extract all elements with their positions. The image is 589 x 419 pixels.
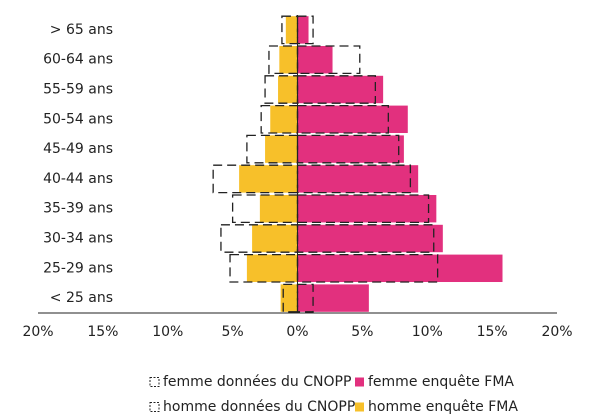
bar	[297, 224, 443, 253]
outline-bar	[296, 45, 361, 75]
y-tick-label: 30-34 ans	[43, 231, 113, 247]
legend-swatch	[149, 402, 160, 412]
y-tick-label: 25-29 ans	[43, 260, 113, 276]
outline-bar	[229, 253, 299, 283]
bar	[297, 105, 408, 134]
bar	[297, 194, 437, 223]
y-tick-label: 50-54 ans	[43, 111, 113, 127]
legend-swatch	[355, 402, 364, 412]
bar	[279, 45, 298, 74]
bar	[246, 254, 298, 283]
bar	[278, 75, 298, 104]
bar	[297, 45, 333, 74]
x-tick-label: 15%	[87, 324, 118, 340]
bar	[297, 75, 384, 104]
bar	[285, 16, 298, 44]
legend-swatch	[355, 377, 364, 387]
bar	[297, 254, 503, 283]
bar	[297, 165, 419, 193]
y-tick-label: 45-49 ans	[43, 141, 113, 157]
x-tick-label: 5%	[351, 324, 373, 340]
bar	[252, 224, 298, 253]
y-tick-label: 60-64 ans	[43, 52, 113, 68]
legend-label: femme données du CNOPP	[163, 374, 351, 390]
outline-bar	[296, 253, 439, 283]
bar	[270, 105, 298, 134]
x-tick-label: 10%	[412, 324, 443, 340]
bar	[297, 16, 309, 44]
y-tick-label: 35-39 ans	[43, 201, 113, 217]
x-tick-label: 20%	[541, 324, 572, 340]
legend-label: homme données du CNOPP	[163, 399, 355, 415]
legend-label: femme enquête FMA	[368, 374, 514, 390]
y-tick-label: 55-59 ans	[43, 82, 113, 98]
y-tick-label: 40-44 ans	[43, 171, 113, 187]
x-tick-label: 15%	[477, 324, 508, 340]
bar	[280, 284, 298, 312]
legend-label: homme enquête FMA	[368, 399, 518, 415]
bar	[259, 194, 298, 223]
bar	[297, 284, 369, 312]
outline-bar	[296, 104, 389, 134]
outline-bar	[282, 283, 299, 313]
outline-bar	[296, 194, 430, 224]
x-tick-label: 10%	[152, 324, 183, 340]
y-tick-label: < 25 ans	[50, 290, 113, 306]
bar	[265, 135, 298, 163]
legend-swatch	[149, 377, 160, 387]
y-tick-label: > 65 ans	[50, 22, 113, 38]
bar	[239, 165, 298, 193]
x-tick-label: 5%	[222, 324, 244, 340]
bar	[297, 135, 404, 163]
x-tick-label: 0%	[286, 324, 308, 340]
x-tick-label: 20%	[22, 324, 53, 340]
